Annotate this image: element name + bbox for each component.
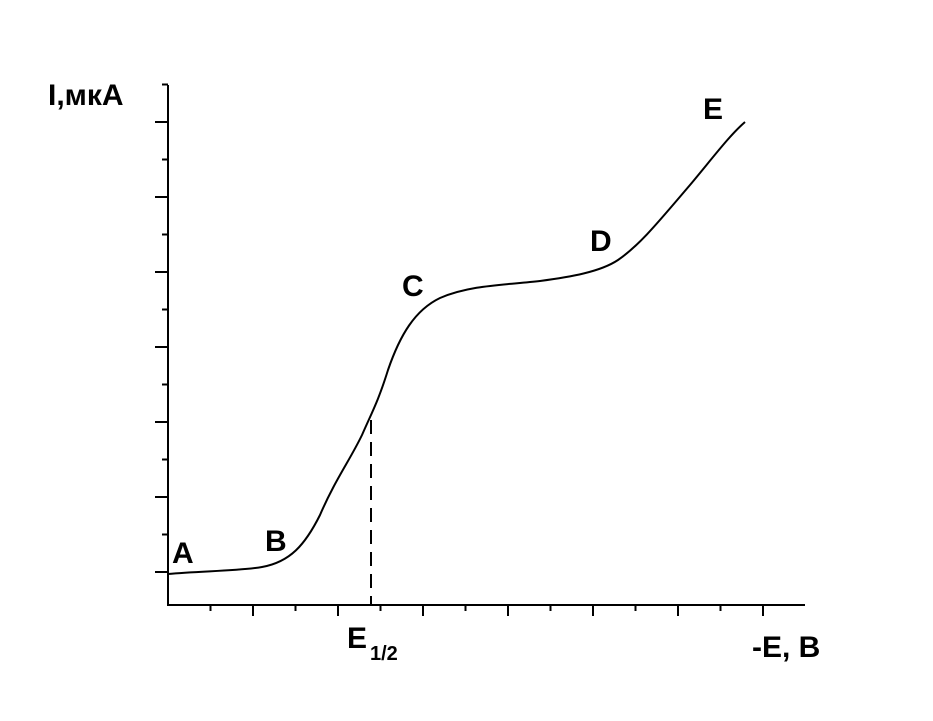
y-axis-label: I,мкА	[48, 79, 124, 112]
point-label: B	[265, 525, 287, 558]
point-label: C	[402, 270, 424, 303]
point-label: D	[590, 225, 612, 258]
half-wave-label: E	[347, 622, 367, 655]
x-axis-label: -E, B	[752, 631, 820, 664]
axis-ticks	[155, 83, 764, 616]
half-wave-subscript: 1/2	[370, 643, 398, 665]
point-label: A	[172, 537, 194, 570]
polarogram-curve	[167, 121, 746, 575]
point-label: E	[703, 93, 723, 126]
